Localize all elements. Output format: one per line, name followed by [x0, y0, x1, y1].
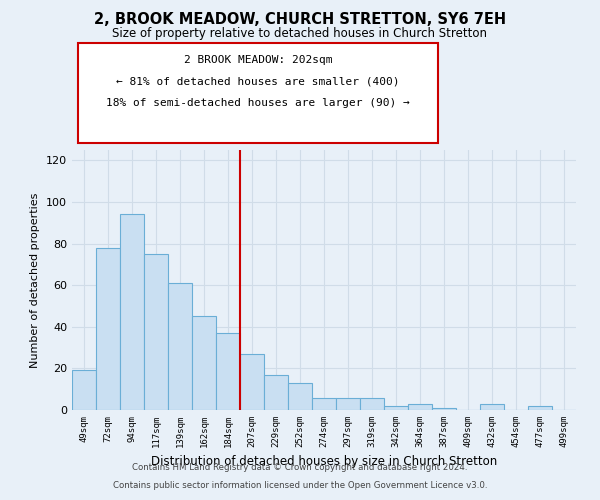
X-axis label: Distribution of detached houses by size in Church Stretton: Distribution of detached houses by size …: [151, 456, 497, 468]
Bar: [96, 248, 120, 410]
Bar: [192, 316, 216, 410]
Text: Size of property relative to detached houses in Church Stretton: Size of property relative to detached ho…: [113, 28, 487, 40]
Bar: [216, 333, 240, 410]
Bar: [144, 254, 168, 410]
Bar: [120, 214, 144, 410]
Bar: [360, 398, 384, 410]
Bar: [312, 398, 336, 410]
Bar: [72, 370, 96, 410]
Bar: [528, 406, 552, 410]
Text: 18% of semi-detached houses are larger (90) →: 18% of semi-detached houses are larger (…: [106, 98, 410, 108]
Bar: [384, 406, 408, 410]
Bar: [240, 354, 264, 410]
Bar: [480, 404, 504, 410]
Bar: [336, 398, 360, 410]
Bar: [408, 404, 432, 410]
Bar: [168, 283, 192, 410]
Text: 2 BROOK MEADOW: 202sqm: 2 BROOK MEADOW: 202sqm: [184, 55, 332, 65]
Text: ← 81% of detached houses are smaller (400): ← 81% of detached houses are smaller (40…: [116, 76, 400, 86]
Bar: [288, 383, 312, 410]
Y-axis label: Number of detached properties: Number of detached properties: [31, 192, 40, 368]
Text: Contains public sector information licensed under the Open Government Licence v3: Contains public sector information licen…: [113, 481, 487, 490]
Text: Contains HM Land Registry data © Crown copyright and database right 2024.: Contains HM Land Registry data © Crown c…: [132, 464, 468, 472]
Bar: [432, 408, 456, 410]
Text: 2, BROOK MEADOW, CHURCH STRETTON, SY6 7EH: 2, BROOK MEADOW, CHURCH STRETTON, SY6 7E…: [94, 12, 506, 28]
Bar: [264, 374, 288, 410]
